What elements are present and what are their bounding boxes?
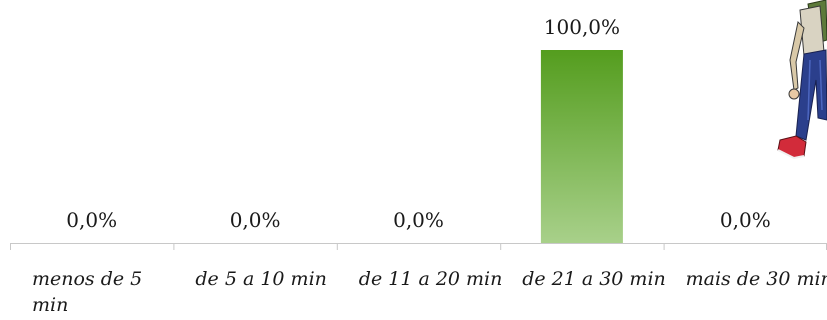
data-label: 100,0%	[544, 15, 620, 39]
category-label: de 21 a 30 min	[522, 268, 666, 290]
bar	[540, 50, 623, 243]
data-label: 0,0%	[66, 208, 117, 232]
walking-person-illustration	[777, 0, 827, 160]
category-label: mais de 30 min	[685, 268, 827, 290]
data-label: 0,0%	[393, 208, 444, 232]
data-label: 0,0%	[720, 208, 771, 232]
category-label: de 5 a 10 min	[195, 268, 327, 290]
data-label: 0,0%	[230, 208, 281, 232]
category-label: menos de 5 min	[32, 268, 143, 316]
category-label: de 11 a 20 min	[358, 268, 503, 290]
